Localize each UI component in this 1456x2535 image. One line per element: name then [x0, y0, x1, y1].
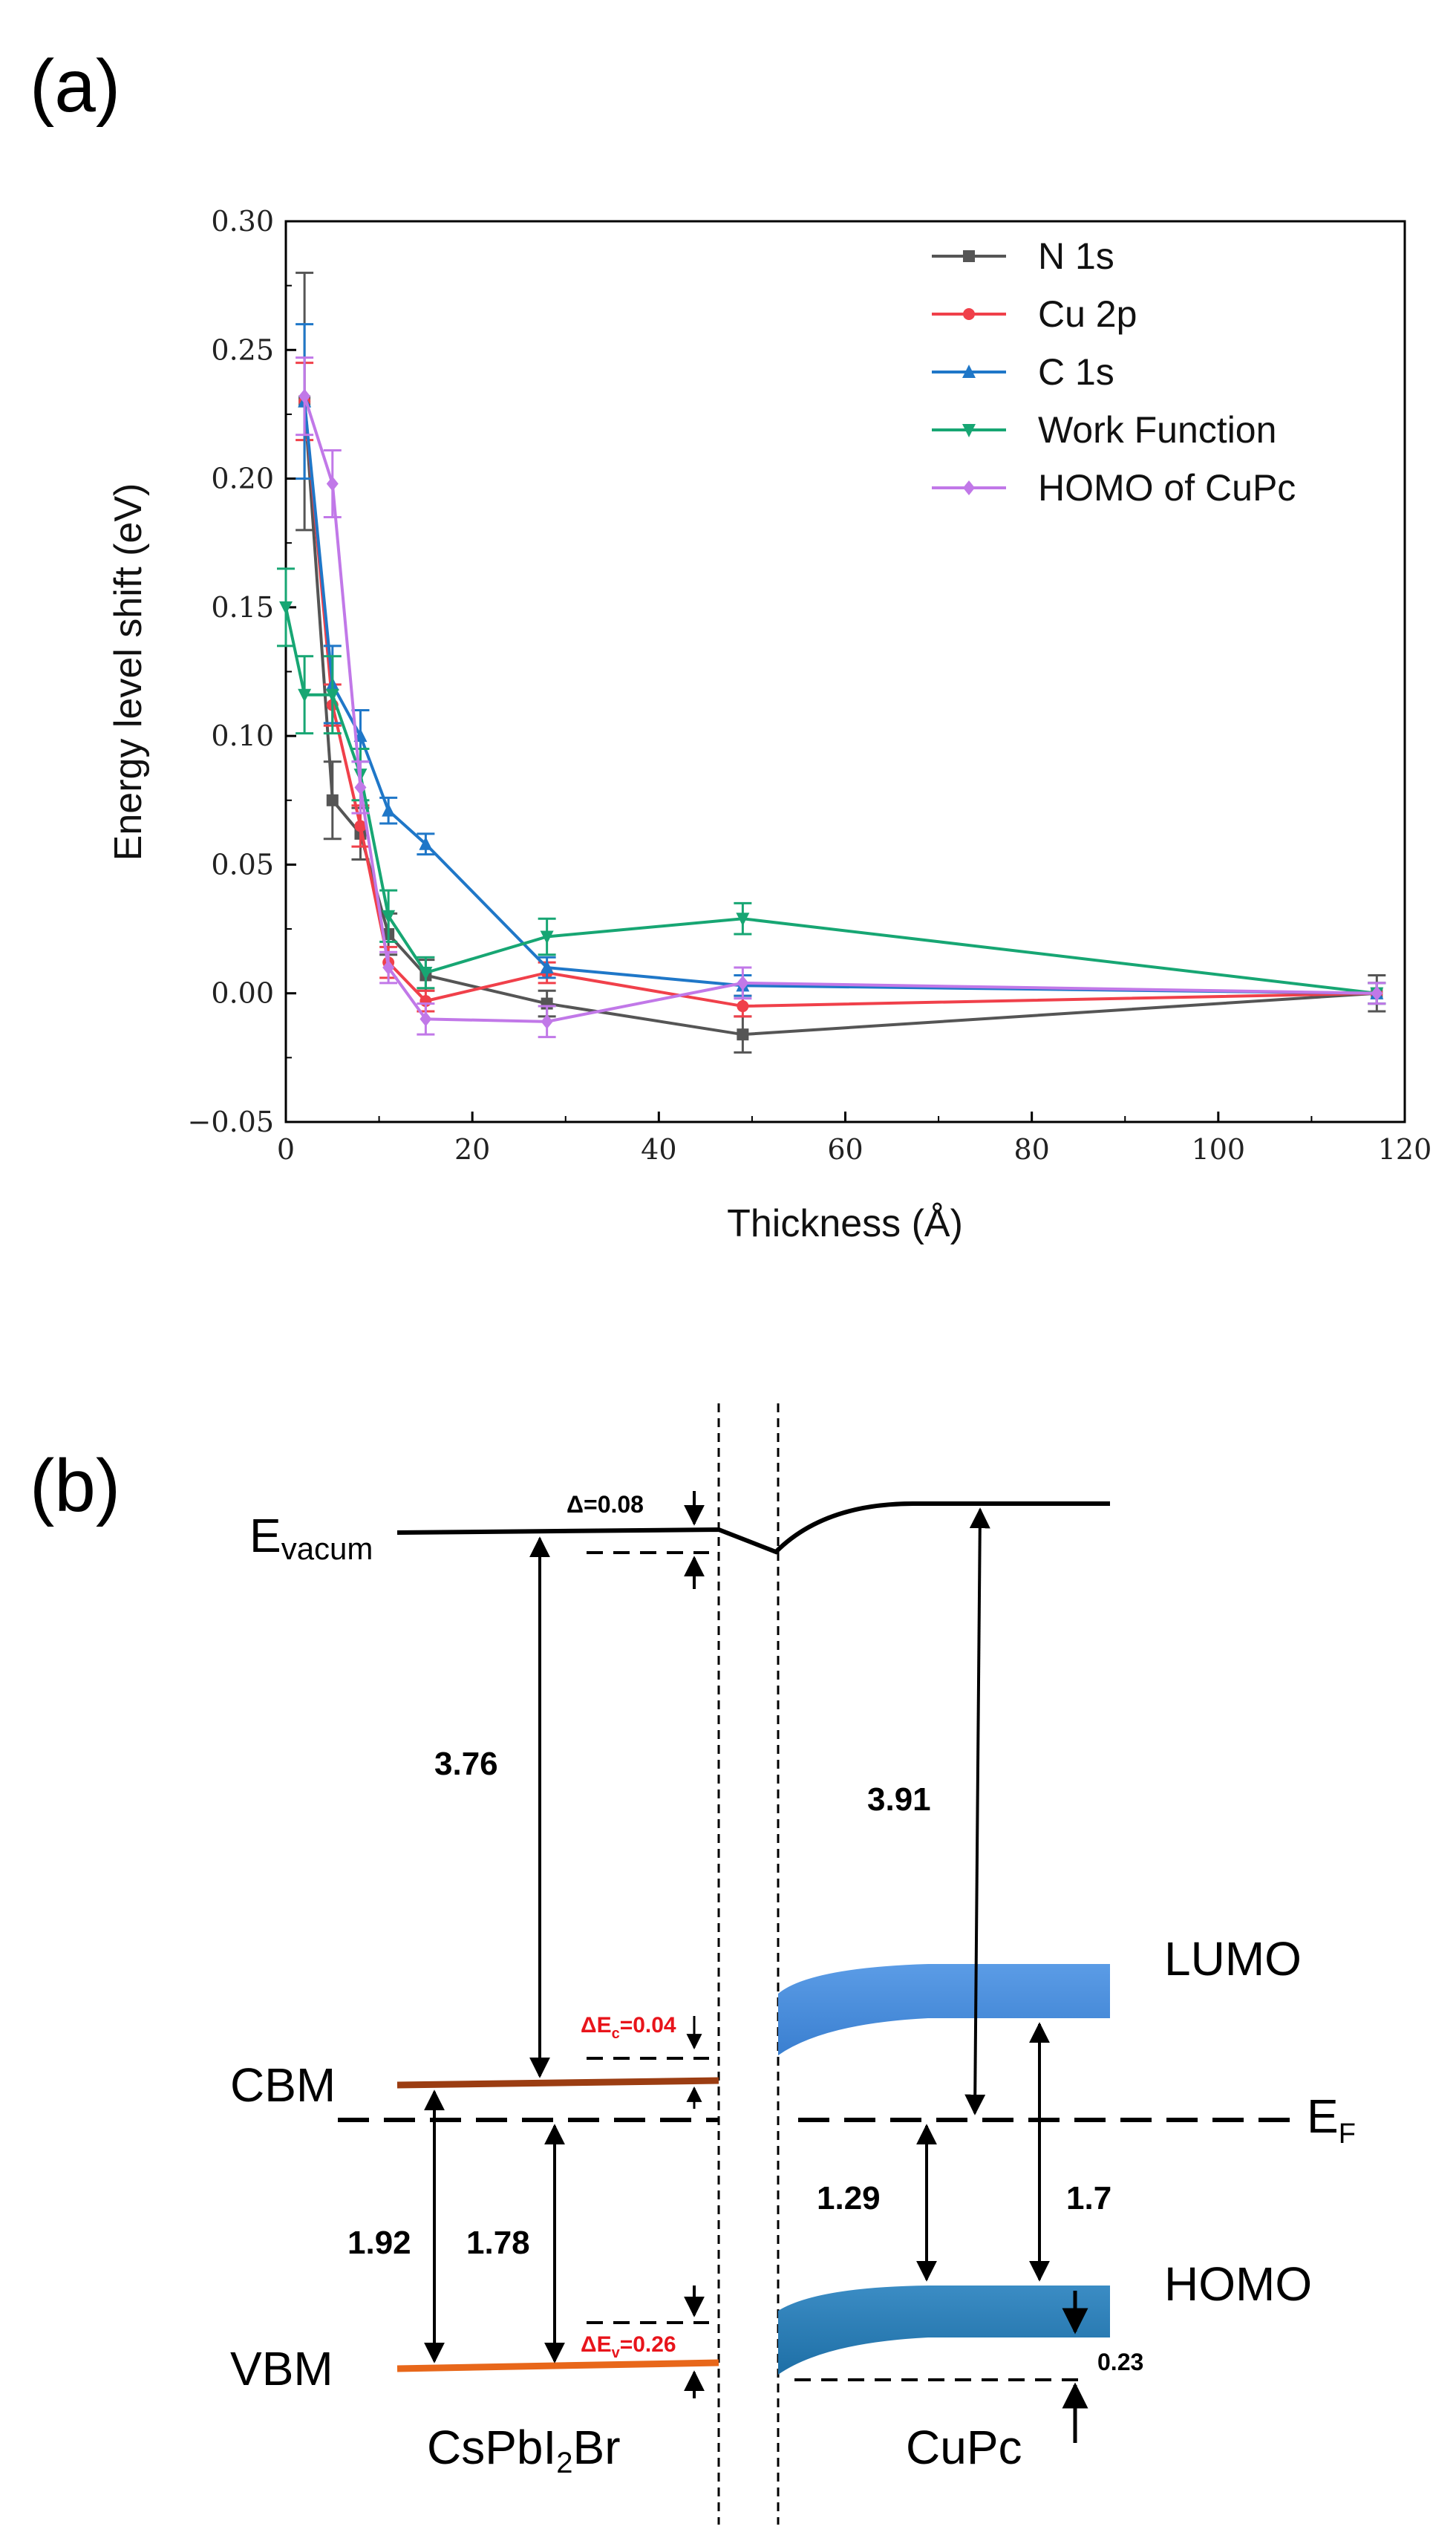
lumo-label: LUMO — [1164, 1932, 1302, 1986]
homo-shift-value: 0.23 — [1097, 2349, 1143, 2375]
value-178: 1.78 — [466, 2225, 530, 2261]
legend-label: N 1s — [1038, 235, 1114, 277]
legend-label: Cu 2p — [1038, 293, 1137, 335]
x-tick-label: 40 — [641, 1133, 676, 1166]
series-homo-of-cupc — [296, 356, 1386, 1039]
y-axis-title: Energy level shift (eV) — [107, 483, 150, 861]
homo-label: HOMO — [1164, 2257, 1312, 2311]
x-tick-label: 120 — [1378, 1133, 1432, 1166]
legend-marker — [963, 250, 975, 262]
series-cu-2p — [296, 362, 1386, 1018]
data-point — [737, 975, 749, 991]
data-point — [1371, 985, 1383, 1001]
data-point — [420, 1011, 432, 1027]
vacuum-level-line — [396, 1501, 1110, 1555]
legend-marker — [962, 365, 976, 378]
data-point — [737, 1000, 749, 1013]
x-tick-label: 20 — [454, 1133, 490, 1166]
data-point — [382, 960, 395, 976]
arrow-391 — [964, 1507, 990, 2115]
value-192: 1.92 — [347, 2225, 411, 2261]
data-point — [279, 601, 293, 615]
band-diagram: Evacum Δ=0.08 EF CBM VBM ΔEc=0.04 ΔEv=0.… — [230, 1403, 1356, 2525]
legend-label: Work Function — [1038, 409, 1276, 451]
delta-ec-label: ΔEc=0.04 — [581, 2013, 676, 2042]
series-line — [303, 396, 1377, 1023]
legend-marker — [963, 308, 975, 320]
y-tick-label: 0.15 — [211, 591, 274, 624]
data-point — [541, 1014, 553, 1029]
delta-ev-label: ΔEv=0.26 — [581, 2332, 676, 2361]
y-tick-label: 0.30 — [211, 205, 274, 238]
right-material-label: CuPc — [906, 2421, 1022, 2474]
data-point — [298, 388, 311, 404]
value-17: 1.7 — [1066, 2180, 1111, 2216]
chart-a: 0 20 40 60 80 100 120 −0.05 0.00 0.05 0.10 0.15 0.20… — [107, 205, 1431, 1245]
x-tick-label: 60 — [827, 1133, 863, 1166]
x-tick-label: 100 — [1192, 1133, 1246, 1166]
vbm-label: VBM — [230, 2342, 333, 2395]
data-point — [354, 820, 367, 832]
legend-marker — [963, 480, 975, 495]
data-point — [419, 836, 433, 850]
y-tick-label: 0.10 — [211, 720, 274, 752]
legend-label: C 1s — [1038, 351, 1114, 393]
value-391: 3.91 — [867, 1781, 931, 1818]
y-tick-label: −0.05 — [188, 1106, 274, 1138]
left-material-label: CsPbI2Br — [427, 2421, 621, 2479]
data-point — [540, 930, 554, 944]
data-point — [736, 913, 750, 927]
panel-a-label: (a) — [30, 45, 120, 128]
x-tick-label: 0 — [277, 1133, 295, 1166]
series-n-1s — [296, 271, 1386, 1054]
data-point — [419, 966, 433, 980]
data-point — [354, 780, 367, 795]
panel-b-label: (b) — [30, 1444, 120, 1527]
homo-band — [778, 2286, 1110, 2375]
series-line — [284, 607, 1377, 995]
data-point — [298, 688, 312, 702]
cbm-line — [396, 2077, 719, 2089]
series-line — [303, 401, 1377, 995]
data-point — [737, 1028, 749, 1041]
data-point — [382, 803, 396, 817]
value-376: 3.76 — [434, 1746, 498, 1782]
data-point — [540, 960, 554, 974]
legend: N 1s Cu 2p C 1s Work Function HOMO of CuPc — [932, 235, 1296, 509]
legend-label: HOMO of CuPc — [1038, 467, 1296, 509]
y-tick-label: 0.20 — [211, 463, 274, 495]
cbm-label: CBM — [230, 2058, 336, 2112]
lumo-band — [778, 1964, 1110, 2055]
data-point — [382, 910, 396, 924]
y-tick-label: 0.00 — [211, 977, 274, 1010]
y-tick-label: 0.25 — [211, 333, 274, 366]
ef-label: EF — [1307, 2089, 1356, 2150]
x-axis-title: Thickness (Å) — [727, 1202, 963, 1245]
legend-marker — [962, 424, 976, 437]
x-tick-label: 80 — [1013, 1133, 1049, 1166]
data-point — [326, 794, 339, 806]
data-point — [325, 688, 339, 702]
series-work-function — [277, 567, 1386, 1005]
vbm-line — [396, 2359, 719, 2372]
delta-vac-label: Δ=0.08 — [567, 1491, 644, 1518]
value-129: 1.29 — [817, 2180, 881, 2216]
data-point — [326, 476, 339, 492]
evac-label: Evacum — [249, 1509, 373, 1566]
y-tick-label: 0.05 — [211, 848, 274, 881]
